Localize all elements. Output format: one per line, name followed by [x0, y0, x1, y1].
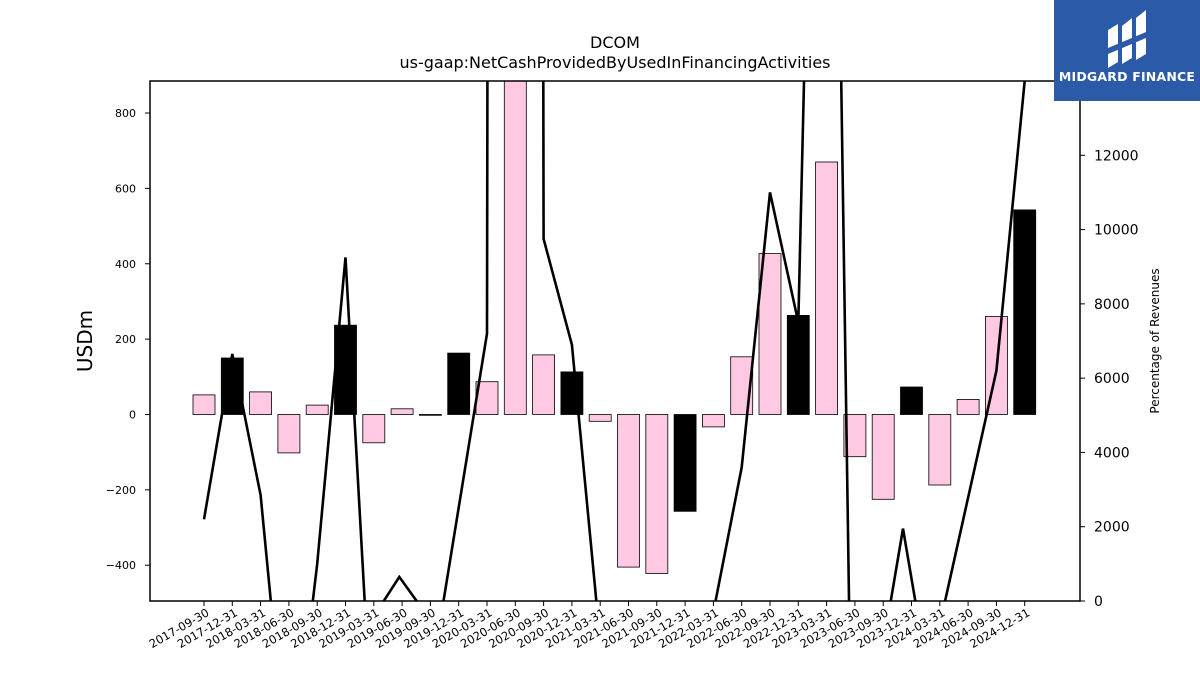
- y2-tick-label: 6000: [1094, 371, 1130, 387]
- bar: [192, 394, 216, 415]
- bar: [532, 354, 555, 415]
- bar: [305, 404, 329, 415]
- plot-frame: [149, 80, 1081, 602]
- bar: [843, 414, 867, 458]
- bar: [702, 414, 725, 428]
- bar: [673, 414, 697, 512]
- y-tick-label: 200: [115, 333, 136, 346]
- chart-subtitle: us-gaap:NetCashProvidedByUsedInFinancing…: [399, 53, 830, 72]
- bar: [447, 352, 471, 415]
- bar: [730, 356, 754, 415]
- bar: [1013, 209, 1037, 415]
- y-tick-label: 400: [115, 258, 136, 271]
- chart-title: DCOM: [590, 33, 640, 52]
- y2-tick-label: 8000: [1094, 297, 1130, 313]
- line-layer: [202, 81, 1026, 601]
- bar: [560, 371, 584, 415]
- bar: [362, 414, 386, 444]
- bar: [503, 81, 527, 415]
- y-tick-label: 800: [115, 107, 136, 120]
- y-tick-label: 0: [129, 408, 136, 421]
- bar: [588, 414, 612, 422]
- bar: [249, 391, 273, 415]
- logo-text: MIDGARD FINANCE: [1058, 69, 1196, 84]
- bar: [390, 408, 414, 415]
- bar: [928, 414, 952, 486]
- bar: [871, 414, 895, 500]
- y2-tick-label: 2000: [1094, 520, 1130, 536]
- revenue-percentage-line: [202, 81, 1026, 601]
- bar: [956, 398, 980, 415]
- bar: [900, 386, 923, 415]
- bar: [786, 314, 810, 415]
- bar: [617, 414, 640, 568]
- midgard-finance-logo: MIDGARD FINANCE: [1054, 0, 1200, 101]
- y-tick-label: −400: [106, 559, 136, 572]
- bar: [277, 414, 301, 454]
- bar: [418, 414, 442, 416]
- axes-layer: −400−20002004006008000200040006000800010…: [106, 107, 1139, 651]
- y2-tick-label: 4000: [1094, 445, 1130, 461]
- y2-axis-label: Percentage of Revenues: [1148, 268, 1162, 413]
- y-axis-label: USDm: [73, 310, 97, 372]
- bar: [815, 161, 838, 415]
- bar: [758, 253, 782, 415]
- midgard-logo-icon: [1108, 10, 1146, 68]
- y-tick-label: 600: [115, 182, 136, 195]
- y2-tick-label: 12000: [1094, 148, 1139, 164]
- bars-layer: [192, 81, 1037, 574]
- bar: [645, 414, 669, 574]
- y2-tick-label: 0: [1094, 594, 1103, 610]
- y2-tick-label: 10000: [1094, 223, 1139, 239]
- y-tick-label: −200: [106, 484, 136, 497]
